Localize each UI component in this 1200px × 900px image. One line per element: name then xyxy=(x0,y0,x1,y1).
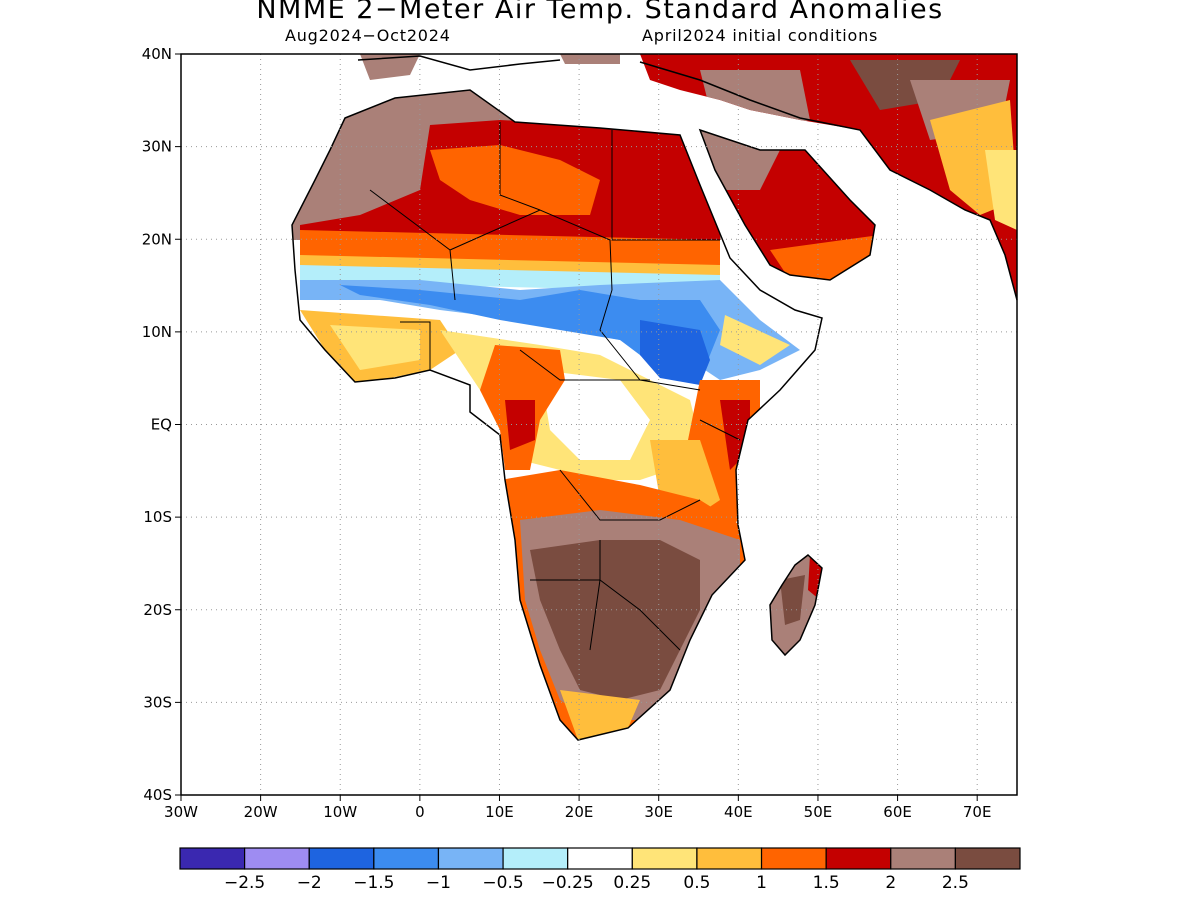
colorbar-swatch xyxy=(760,847,827,870)
lat-tick-label: 40S xyxy=(143,786,172,804)
colorbar-swatch xyxy=(437,847,504,870)
colorbar-swatch xyxy=(308,847,375,870)
colorbar-label: −1 xyxy=(426,873,451,893)
lon-tick-label: 60E xyxy=(883,803,912,821)
colorbar-label: 2 xyxy=(885,873,896,893)
colorbar-swatch xyxy=(179,847,246,870)
lat-tick-label: 10N xyxy=(142,323,172,341)
initial-conditions: April2024 initial conditions xyxy=(642,26,879,45)
colorbar-swatch xyxy=(502,847,569,870)
colorbar-swatch xyxy=(567,847,633,870)
colorbar-label: −0.25 xyxy=(542,873,594,893)
colorbar-swatch xyxy=(825,847,892,870)
colorbar-label: −2.5 xyxy=(224,873,265,893)
coastlines xyxy=(291,55,1018,741)
lat-tick-label: 40N xyxy=(142,45,172,63)
lon-tick-label: 0 xyxy=(415,803,425,821)
colorbar-swatch xyxy=(954,847,1021,870)
lat-tick-label: EQ xyxy=(151,416,172,434)
north-shore-anomaly xyxy=(360,54,620,80)
lat-tick-label: 10S xyxy=(143,508,172,526)
lon-tick-label: 30E xyxy=(644,803,673,821)
colorbar-swatch xyxy=(373,847,440,870)
colorbar-label: −0.5 xyxy=(482,873,523,893)
lon-tick-label: 70E xyxy=(963,803,992,821)
lat-tick-label: 20N xyxy=(142,230,172,248)
colorbar-label: −1.5 xyxy=(353,873,394,893)
colorbar-label: 0.25 xyxy=(613,873,651,893)
colorbar-label: 1.5 xyxy=(813,873,840,893)
plot-frame xyxy=(180,53,1018,796)
lat-tick-label: 20S xyxy=(143,601,172,619)
colorbar-label: 1 xyxy=(756,873,767,893)
lon-tick-label: 20W xyxy=(244,803,278,821)
lat-tick-label: 30S xyxy=(143,693,172,711)
forecast-period: Aug2024−Oct2024 xyxy=(285,26,451,45)
colorbar-label: 2.5 xyxy=(942,873,969,893)
colorbar-label: 0.5 xyxy=(683,873,710,893)
lon-tick-label: 50E xyxy=(804,803,833,821)
lon-tick-label: 10W xyxy=(323,803,357,821)
lon-tick-label: 30W xyxy=(164,803,198,821)
colorbar: −2.5 −2 −1.5 −1 −0.5 −0.25 0.25 0.5 1 1.5 2 2.5 xyxy=(179,847,1021,893)
lon-tick-label: 40E xyxy=(724,803,753,821)
axes: 30W 20W 10W 0 10E 20E 30E 40E 50E 60E 70E 40N 30N 20N… xyxy=(142,45,992,821)
lon-tick-label: 10E xyxy=(485,803,514,821)
colorbar-swatch xyxy=(890,847,956,870)
colorbar-label: −2 xyxy=(297,873,322,893)
colorbar-swatch xyxy=(244,847,310,870)
lat-tick-label: 30N xyxy=(142,138,172,156)
map-title: NMME 2−Meter Air Temp. Standard Anomalie… xyxy=(256,0,944,25)
gridlines xyxy=(181,54,1017,795)
colorbar-swatch xyxy=(696,847,763,870)
country-borders xyxy=(369,122,741,651)
colorbar-swatch xyxy=(631,847,698,870)
lon-tick-label: 20E xyxy=(565,803,594,821)
